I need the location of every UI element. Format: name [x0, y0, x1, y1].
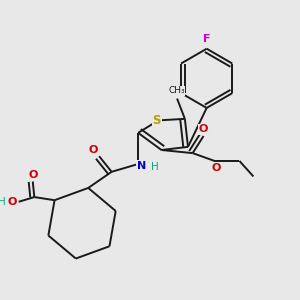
Text: O: O — [88, 145, 98, 155]
Text: CH₃: CH₃ — [168, 86, 185, 95]
Text: S: S — [153, 114, 161, 127]
Text: H: H — [0, 197, 5, 207]
Text: O: O — [199, 124, 208, 134]
Text: O: O — [211, 163, 221, 173]
Text: F: F — [203, 34, 210, 44]
Text: O: O — [28, 169, 38, 180]
Text: O: O — [7, 197, 16, 207]
Text: H: H — [152, 162, 159, 172]
Text: N: N — [136, 160, 146, 171]
